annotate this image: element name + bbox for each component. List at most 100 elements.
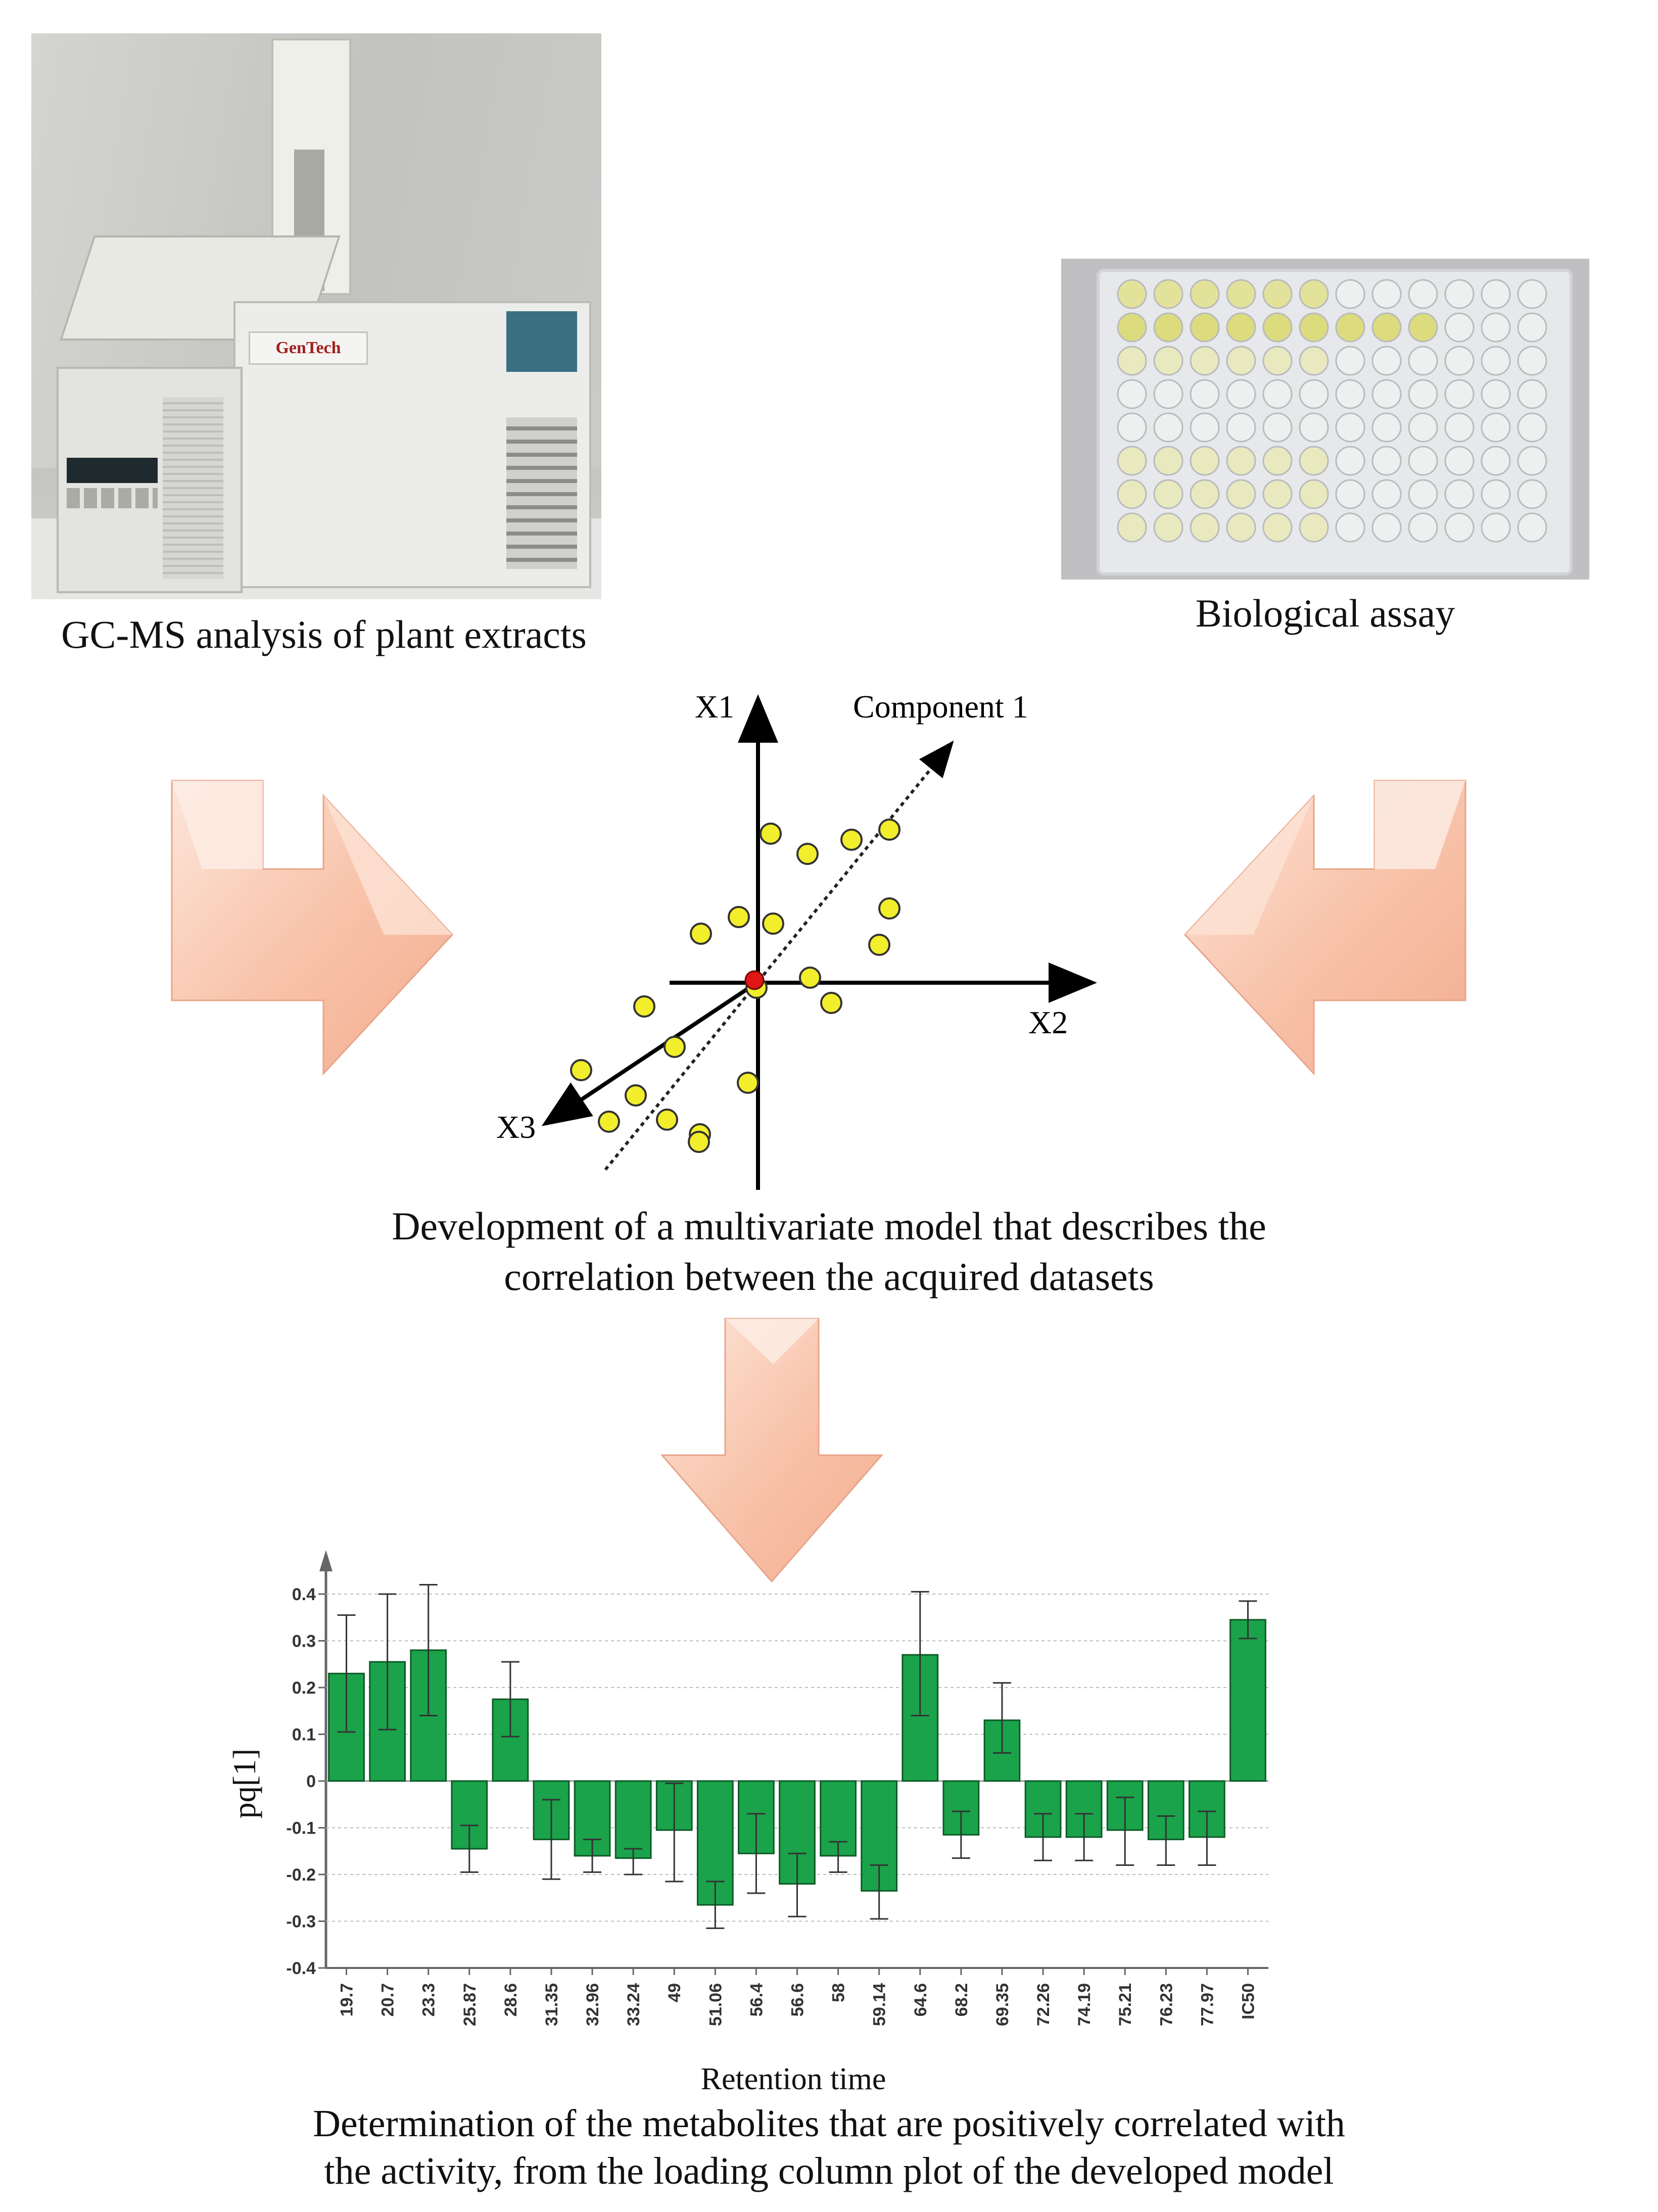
plate-well (1299, 446, 1329, 476)
model-caption-line-2: correlation between the acquired dataset… (504, 1255, 1154, 1299)
x-tick-label: 74.19 (1075, 1983, 1094, 2026)
plate-well (1190, 512, 1220, 543)
gcms-instrument-photo: GenTech (31, 33, 601, 599)
plate-well (1226, 346, 1256, 376)
x-tick-label: 68.2 (952, 1983, 971, 2016)
plate-well (1299, 412, 1329, 443)
plate-well (1444, 412, 1475, 443)
x-tick-label: 31.35 (542, 1983, 561, 2026)
plate-well (1371, 346, 1402, 376)
plate-well (1481, 479, 1511, 509)
plate-well (1408, 346, 1438, 376)
x-tick-label: 77.97 (1198, 1983, 1217, 2026)
plate-well (1481, 412, 1511, 443)
model-sample-point (690, 923, 712, 945)
final-caption-line-2: the activity, from the loading column pl… (324, 2150, 1334, 2192)
x-tick-label: 20.7 (378, 1983, 398, 2016)
x-tick-label: 64.6 (911, 1983, 930, 2016)
bar-33.24 (614, 1780, 652, 1859)
x-tick-label: IC50 (1239, 1983, 1258, 2019)
x-tick-label: 76.23 (1157, 1983, 1176, 2026)
plate-well (1371, 479, 1402, 509)
plate-well (1335, 379, 1365, 409)
plate-well (1153, 312, 1183, 343)
x2-label: X2 (1028, 1004, 1068, 1040)
plate-well (1262, 379, 1293, 409)
plate-well (1299, 479, 1329, 509)
plate-well (1517, 446, 1547, 476)
plate-well (1226, 512, 1256, 543)
plate-well (1371, 379, 1402, 409)
plate-well (1262, 279, 1293, 309)
plate-well (1481, 379, 1511, 409)
y-axis-arrow (319, 1550, 333, 1571)
plate-well (1408, 279, 1438, 309)
plate-well (1481, 346, 1511, 376)
plate-well (1517, 312, 1547, 343)
plate-well (1262, 479, 1293, 509)
x3-label: X3 (496, 1109, 536, 1145)
plate-well (1444, 446, 1475, 476)
plate-well (1517, 479, 1547, 509)
x-tick-label: 33.24 (624, 1983, 643, 2026)
plate-well (1262, 312, 1293, 343)
plate-well (1153, 412, 1183, 443)
plate-well (1444, 479, 1475, 509)
assay-plate-photo (1061, 259, 1589, 580)
x-tick-label: 56.6 (788, 1983, 808, 2016)
multivariate-model-diagram: X1 Component 1 X2 X3 (496, 689, 1097, 1190)
x-tick-label: 51.06 (706, 1983, 725, 2026)
x-tick-label: 75.21 (1116, 1983, 1135, 2026)
model-sample-point (820, 992, 842, 1014)
plate-well (1481, 279, 1511, 309)
y-tick-label: 0.2 (292, 1678, 316, 1698)
plate-well (1262, 346, 1293, 376)
plate-well (1444, 279, 1475, 309)
plate-well (1190, 379, 1220, 409)
left-bent-arrow (171, 780, 454, 1076)
plate-well (1226, 446, 1256, 476)
model-sample-point (762, 912, 784, 935)
plate-well (1481, 446, 1511, 476)
x-tick-label: 56.4 (747, 1983, 766, 2016)
x-tick-label: 59.14 (870, 1983, 889, 2026)
x-tick-label: 58 (829, 1983, 848, 2002)
y-tick-label: -0.3 (286, 1912, 316, 1932)
plate-well (1226, 412, 1256, 443)
x-tick-label: 28.6 (501, 1983, 520, 2016)
plate-well (1517, 379, 1547, 409)
plate-well (1153, 279, 1183, 309)
plate-well (1408, 446, 1438, 476)
y-tick-label: 0 (306, 1772, 316, 1791)
plate-well (1190, 312, 1220, 343)
model-sample-point (868, 934, 890, 956)
y-axis-label: pq[1] (226, 1749, 262, 1819)
plate-well (1226, 312, 1256, 343)
plate-well (1408, 312, 1438, 343)
model-caption-line-1: Development of a multivariate model that… (392, 1204, 1266, 1248)
y-tick-label: -0.4 (286, 1959, 316, 1978)
bar-IC50 (1229, 1619, 1266, 1782)
plate-well (1408, 479, 1438, 509)
plate-well (1190, 346, 1220, 376)
plate-well (1226, 479, 1256, 509)
plate-well (1408, 412, 1438, 443)
plate-well (1408, 512, 1438, 543)
model-sample-point (664, 1036, 686, 1058)
model-sample-point (878, 819, 901, 841)
plate-well (1153, 346, 1183, 376)
plate-well (1481, 312, 1511, 343)
plate-well (1153, 479, 1183, 509)
plate-well (1299, 346, 1329, 376)
plate-well (1335, 279, 1365, 309)
plate-well (1117, 446, 1147, 476)
plate-well (1190, 446, 1220, 476)
x1-label: X1 (695, 689, 734, 725)
y-tick-label: 0.3 (292, 1632, 316, 1651)
y-tick-label: -0.1 (286, 1819, 316, 1838)
plate-well (1299, 379, 1329, 409)
plate-well (1190, 479, 1220, 509)
y-tick-label: 0.1 (292, 1725, 316, 1745)
plate-well (1117, 512, 1147, 543)
model-sample-point (840, 829, 863, 851)
